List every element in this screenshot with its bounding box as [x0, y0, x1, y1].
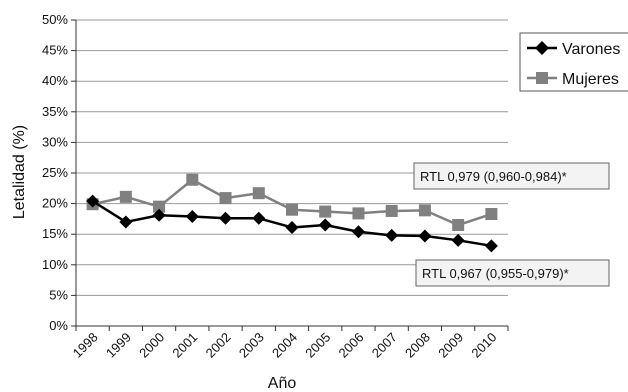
legend-marker-varones [535, 41, 549, 55]
gridlines [76, 19, 508, 296]
data-point-mujeres [119, 190, 132, 203]
x-tick-label: 2008 [402, 330, 433, 361]
data-point-varones [219, 211, 233, 225]
y-tick-label: 30% [42, 134, 68, 149]
x-tick-labels: 1998 1999 2000 2001 2002 2003 2004 2005 2006 2007… [70, 330, 500, 361]
annotation-text-varones: RTL 0,967 (0,955-0,979)* [422, 266, 569, 281]
y-tick-label: 0% [49, 318, 68, 333]
data-point-mujeres [153, 200, 166, 213]
x-tick-label: 2004 [269, 330, 300, 361]
data-point-varones [285, 220, 299, 234]
data-series [86, 173, 498, 253]
annotation-mujeres: RTL 0,979 (0,960-0,984)* [413, 162, 610, 190]
data-point-varones [451, 233, 465, 247]
data-point-mujeres [385, 204, 398, 217]
data-point-mujeres [452, 219, 465, 232]
data-point-mujeres [418, 204, 431, 217]
data-point-varones [318, 218, 332, 232]
x-tick-label: 2003 [236, 330, 267, 361]
legend-marker-mujeres [536, 72, 548, 84]
data-point-mujeres [252, 187, 265, 200]
y-tick-label: 35% [42, 104, 68, 119]
annotation-box-mujeres [413, 162, 610, 190]
data-point-varones [152, 208, 166, 222]
x-tick-label: 2002 [203, 330, 234, 361]
y-tick-label: 45% [42, 43, 68, 58]
x-tick-label: 1999 [103, 330, 134, 361]
legend-label-varones: Varones [562, 41, 620, 58]
x-tick-label: 2009 [435, 330, 466, 361]
legend-label-mujeres: Mujeres [562, 71, 619, 88]
x-tick-label: 2010 [468, 330, 499, 361]
x-tick-label: 2001 [169, 330, 200, 361]
x-tick-label: 2005 [302, 330, 333, 361]
y-tick-label: 25% [42, 165, 68, 180]
data-point-varones [86, 194, 100, 208]
data-point-varones [252, 211, 266, 225]
x-tick-label: 2006 [336, 330, 367, 361]
data-point-varones [351, 225, 365, 239]
data-point-mujeres [352, 207, 365, 220]
x-tick-label: 2007 [369, 330, 400, 361]
y-tick-label: 5% [49, 287, 68, 302]
y-tick-labels: 0% 5% 10% 15% 20% 25% 30% 35% 40% 45% 50% [42, 12, 68, 333]
x-tick-label: 1998 [70, 330, 101, 361]
y-tick-label: 40% [42, 73, 68, 88]
x-tick-label: 2000 [136, 330, 167, 361]
data-point-varones [185, 209, 199, 223]
data-point-mujeres [186, 173, 199, 186]
annotation-varones: RTL 0,967 (0,955-0,979)* [415, 259, 610, 287]
y-tick-label: 15% [42, 226, 68, 241]
data-point-mujeres [286, 203, 298, 216]
data-point-mujeres [219, 192, 232, 205]
annotation-text-mujeres: RTL 0,979 (0,960-0,984)* [420, 169, 567, 184]
y-tick-label: 10% [42, 257, 68, 272]
data-point-varones [418, 229, 432, 243]
data-point-mujeres [485, 208, 498, 221]
data-point-mujeres [319, 205, 332, 218]
y-axis-title: Letalidad (%) [11, 125, 28, 219]
legend: Varones Mujeres [519, 32, 628, 92]
data-point-varones [484, 239, 498, 253]
x-axis-title: Año [268, 375, 297, 392]
y-tick-label: 50% [42, 12, 68, 27]
annotation-box-varones [415, 259, 610, 287]
data-point-varones [119, 215, 133, 229]
y-tick-label: 20% [42, 196, 68, 211]
data-point-varones [385, 228, 399, 242]
axes [71, 19, 509, 331]
